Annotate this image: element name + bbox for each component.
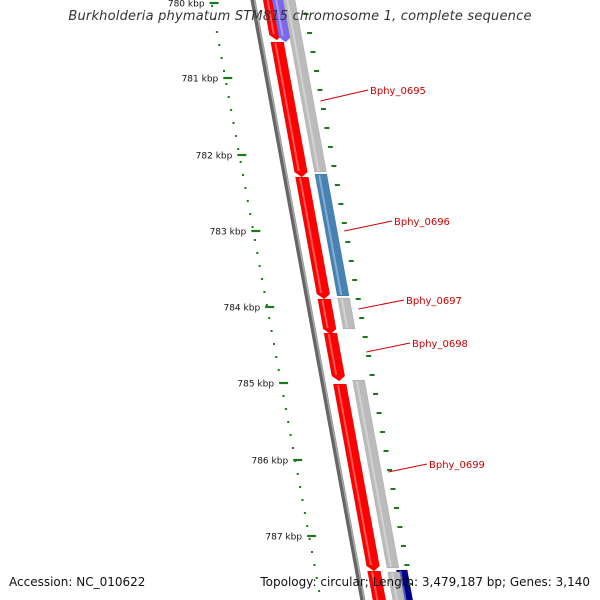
cds-forward-segment-gloss [337,384,372,566]
gene-label: Bphy_0696 [394,217,450,228]
gene-feature-segment [352,379,400,569]
cds-reverse-segment [271,0,292,43]
ruler-tick-label: 785 kbp [237,380,274,390]
ruler-tick-label: 786 kbp [251,457,288,467]
gene-label-leader [320,89,369,102]
cds-forward-segment [270,41,308,178]
gene-feature-segment-gloss [318,174,343,296]
gene-label-leader [388,463,428,473]
gene-feature-segment [282,0,327,173]
cds-forward-segment-gloss [299,177,323,294]
gene-feature-segment-gloss [340,298,349,329]
cds-reverse-segment-gloss [275,0,284,37]
backbone-line [250,0,366,600]
backbone-highlight [253,0,366,600]
ruler-tick-label: 784 kbp [223,304,260,314]
cds-forward-segment [332,383,380,572]
cds-forward-segment-gloss [327,333,338,376]
gene-label: Bphy_0699 [429,460,485,471]
gene-label-leader [358,299,405,310]
gene-feature-segment [387,571,406,600]
accession-text: Accession: NC_010622 [9,575,146,589]
cds-forward-segment [295,176,331,300]
genome-summary-text: Topology: circular; Length: 3,479,187 bp… [260,575,590,589]
ruler-tick-label: 780 kbp [168,0,205,10]
ruler-tick-label: 783 kbp [210,228,247,238]
gene-feature-segment-gloss [355,380,392,568]
ruler-tick-label: 787 kbp [265,533,302,543]
gene-feature-segment-gloss [286,0,320,172]
ruler-tick-label: 781 kbp [182,75,219,85]
cds-forward-segment [323,332,346,382]
gene-feature-segment-gloss [391,572,399,600]
gene-label: Bphy_0698 [412,339,468,350]
cds-forward-segment [317,298,337,335]
map-title: Burkholderia phymatum STM815 chromosome … [68,9,532,24]
gene-label: Bphy_0695 [370,86,426,97]
gene-feature-segment [337,297,356,330]
cds-forward-segment-gloss [266,0,275,35]
ruler-tick-label: 782 kbp [196,152,233,162]
cds-forward-segment [367,570,387,600]
cds-forward-segment-gloss [321,299,329,329]
gene-label-leader [366,342,411,353]
gene-label: Bphy_0697 [406,296,462,307]
gene-feature-segment [314,173,350,297]
cds-forward-segment-gloss [371,571,379,600]
cds-reverse-segment-gloss [399,570,407,600]
gene-label-leader [344,220,393,232]
cds-forward-segment-gloss [274,42,300,172]
